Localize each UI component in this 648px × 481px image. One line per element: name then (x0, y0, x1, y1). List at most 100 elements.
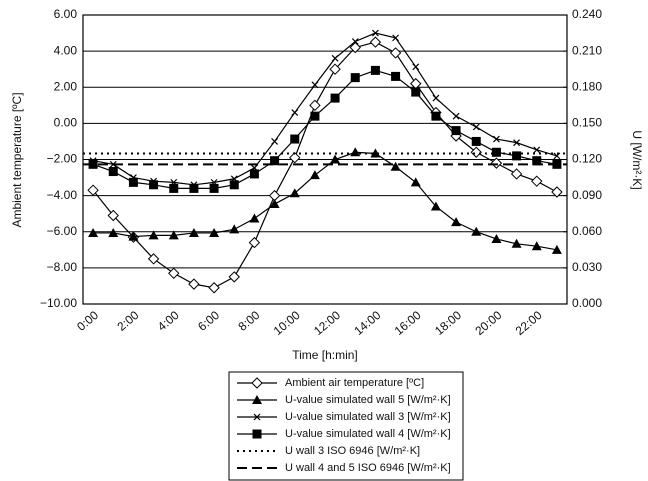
marker (248, 236, 261, 249)
marker (410, 177, 421, 187)
x-tick-label: 0:00 (74, 308, 101, 334)
x-tick-label: 22:00 (513, 308, 545, 338)
marker (510, 168, 523, 180)
legend-label: U-value simulated wall 5 [W/m²·K] (285, 394, 451, 406)
marker (271, 138, 279, 145)
y2-tick-label: 0.090 (572, 188, 602, 202)
marker (88, 159, 98, 169)
y2-tick-label: 0.120 (572, 152, 602, 166)
marker (229, 180, 239, 190)
marker (411, 87, 421, 97)
y2-tick-label: 0.240 (572, 7, 602, 21)
marker (329, 63, 341, 75)
marker (553, 152, 561, 160)
marker (430, 201, 441, 211)
y-tick-label: −4.00 (47, 188, 78, 202)
y2-axis-label: U [W/m²·K] (630, 130, 644, 189)
y-tick-label: 4.00 (54, 43, 78, 57)
legend-label: U-value simulated wall 4 [W/m²·K] (285, 428, 451, 440)
marker (188, 278, 200, 290)
y2-tick-label: 0.060 (572, 224, 602, 238)
marker (87, 184, 99, 196)
marker (108, 227, 119, 237)
y-tick-label: −2.00 (47, 152, 78, 166)
x-tick-label: 18:00 (432, 308, 464, 338)
marker (370, 148, 381, 158)
marker (452, 112, 460, 120)
marker (389, 47, 402, 59)
marker (169, 183, 179, 193)
marker (149, 180, 159, 190)
marker (533, 146, 541, 154)
marker (108, 167, 118, 177)
x-axis-label: Time [h:min] (292, 348, 358, 362)
marker (291, 109, 299, 116)
marker (270, 156, 280, 166)
series-line (93, 151, 558, 251)
y2-tick-label: 0.180 (572, 79, 602, 93)
marker (128, 231, 139, 241)
marker (531, 175, 543, 187)
marker (451, 217, 462, 227)
marker (290, 134, 300, 144)
marker (249, 213, 260, 223)
marker (252, 429, 262, 439)
marker (147, 253, 160, 265)
legend-label: U-value simulated wall 3 [W/m²·K] (285, 411, 451, 423)
x-tick-label: 10:00 (271, 308, 303, 338)
y-tick-label: −8.00 (47, 260, 78, 274)
marker (331, 54, 339, 62)
y2-tick-label: 0.000 (572, 296, 602, 310)
marker (492, 135, 500, 143)
marker (370, 65, 380, 75)
x-tick-label: 2:00 (114, 308, 141, 334)
marker (148, 230, 159, 240)
marker (451, 126, 461, 136)
series-line (92, 32, 558, 186)
marker (472, 123, 480, 131)
marker (253, 413, 261, 421)
marker (309, 170, 320, 180)
marker (311, 81, 319, 89)
legend-label: Ambient air temperature [ºC] (285, 377, 424, 389)
marker (209, 183, 219, 193)
x-tick-label: 8:00 (235, 308, 262, 334)
marker (391, 71, 401, 81)
marker (208, 282, 220, 294)
marker (491, 233, 502, 243)
marker (330, 154, 341, 164)
marker (269, 199, 280, 209)
marker (350, 73, 360, 83)
marker (251, 377, 263, 389)
marker (107, 209, 119, 222)
marker (168, 267, 180, 280)
plot-frame (82, 14, 568, 305)
marker (209, 227, 220, 237)
x-tick-label: 14:00 (351, 308, 383, 338)
marker (189, 183, 199, 193)
marker (531, 241, 542, 251)
y-tick-label: −6.00 (47, 224, 78, 238)
marker (511, 238, 522, 248)
marker (532, 156, 542, 166)
y-tick-label: 2.00 (54, 79, 78, 93)
legend-label: U wall 3 ISO 6946 [W/m²·K] (285, 445, 420, 457)
y-axis-label: Ambient temperature [ºC] (10, 92, 24, 227)
marker (369, 36, 382, 48)
y-tick-label: 6.00 (54, 7, 78, 21)
marker (471, 226, 482, 236)
marker (88, 227, 99, 237)
x-tick-label: 4:00 (155, 308, 182, 334)
marker (551, 244, 562, 254)
marker (228, 271, 240, 283)
marker (252, 395, 262, 404)
marker (512, 151, 522, 161)
legend-label: U wall 4 and 5 ISO 6946 [W/m²·K] (285, 462, 451, 474)
marker (513, 139, 521, 147)
marker (471, 136, 481, 146)
marker (351, 38, 359, 45)
marker (168, 230, 179, 240)
marker (431, 111, 441, 121)
x-tick-label: 6:00 (195, 308, 222, 334)
